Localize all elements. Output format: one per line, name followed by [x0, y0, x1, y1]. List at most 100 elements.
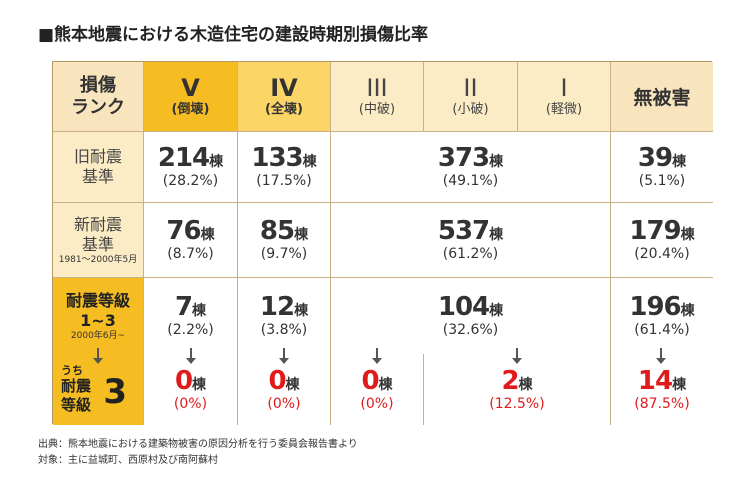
rank-header-line1: 損傷	[80, 74, 116, 96]
row-old-standard-label: 旧耐震 基準	[53, 132, 144, 203]
rank-iii-sub: (中破)	[358, 102, 396, 117]
count-unit: 棟	[302, 154, 317, 170]
rank-ii-sub: (小破)	[452, 102, 489, 117]
old-standard-mid-cell: 373棟 (49.1%)	[331, 132, 611, 203]
count-unit: 棟	[294, 303, 309, 319]
count-value: 537	[437, 216, 490, 246]
count-unit: 棟	[489, 154, 504, 170]
percent-value: (32.6%)	[442, 322, 499, 338]
subset-label-line1: 耐震	[61, 377, 92, 395]
arrow-down-icon	[511, 348, 523, 364]
subset-grade-number: 3	[103, 372, 127, 412]
row-label-line1: 旧耐震	[73, 147, 122, 166]
count-unit: 棟	[672, 154, 687, 170]
count-value: 373	[437, 143, 490, 173]
new-standard-none-cell: 179棟 (20.4%)	[611, 203, 713, 278]
percent-value: (0%)	[173, 395, 208, 412]
count-value: 76	[166, 216, 201, 246]
arrow-down-icon	[371, 348, 383, 364]
count-value: 0	[268, 365, 286, 396]
target-note: 対象：主に益城町、西原村及び南阿蘇村	[38, 455, 218, 466]
rank-i-label: I	[560, 74, 568, 102]
count-unit: 棟	[200, 227, 215, 243]
subset-v-cell: 0棟 (0%)	[144, 354, 238, 425]
count-unit: 棟	[192, 303, 207, 319]
old-standard-iv-cell: 133棟 (17.5%)	[238, 132, 331, 203]
subset-grade3-label: うち 耐震 等級 3	[53, 354, 144, 425]
row-label-line2: 1~3	[80, 310, 116, 330]
grade-v-cell: 7棟 (2.2%)	[144, 278, 238, 354]
arrow-down-icon	[278, 348, 290, 364]
rank-i-header: I (軽微)	[518, 62, 611, 132]
count-value: 104	[437, 292, 490, 322]
count-value: 214	[157, 143, 210, 173]
rank-ii-label: II	[463, 74, 478, 102]
subset-iv-cell: 0棟 (0%)	[238, 354, 331, 425]
rank-iv-label: IV	[270, 74, 298, 102]
no-damage-header: 無被害	[611, 62, 713, 132]
no-damage-label: 無被害	[633, 87, 691, 109]
count-value: 179	[629, 216, 681, 246]
percent-value: (8.7%)	[167, 246, 214, 262]
percent-value: (9.7%)	[260, 246, 308, 262]
grade-mid-cell: 104棟 (32.6%)	[331, 278, 611, 354]
rank-header-line2: ランク	[71, 96, 125, 118]
old-standard-none-cell: 39棟 (5.1%)	[611, 132, 713, 203]
count-unit: 棟	[209, 154, 224, 170]
subset-label-line2: 等級	[61, 396, 92, 414]
row-label-line2: 基準	[81, 234, 114, 254]
count-value: 2	[501, 365, 519, 396]
damage-ratio-table: 損傷 ランク V (倒壊) IV (全壊) III (中破) II (小破) I…	[52, 61, 713, 425]
count-unit: 棟	[378, 376, 393, 393]
rank-v-label: V	[181, 74, 200, 102]
count-unit: 棟	[294, 227, 309, 243]
rank-ii-header: II (小破)	[424, 62, 518, 132]
subset-ii-i-cell: 2棟 (12.5%)	[424, 354, 611, 425]
count-value: 85	[259, 216, 295, 246]
percent-value: (61.4%)	[634, 322, 690, 338]
row-label-line1: 耐震等級	[65, 290, 130, 310]
count-value: 39	[637, 143, 673, 173]
new-standard-v-cell: 76棟 (8.7%)	[144, 203, 238, 278]
arrow-down-icon	[655, 348, 667, 364]
percent-value: (0%)	[267, 395, 301, 412]
row-label-line2: 基準	[81, 167, 114, 186]
count-unit: 棟	[672, 376, 687, 393]
rank-i-sub: (軽微)	[545, 102, 583, 117]
count-unit: 棟	[285, 376, 300, 393]
rank-iii-label: III	[366, 74, 388, 102]
grade-iv-cell: 12棟 (3.8%)	[238, 278, 331, 354]
count-unit: 棟	[489, 227, 504, 243]
count-value: 133	[251, 143, 303, 173]
count-value: 12	[259, 292, 295, 322]
rank-v-sub: (倒壊)	[171, 102, 210, 117]
rank-v-header: V (倒壊)	[144, 62, 238, 132]
arrow-down-icon	[92, 348, 104, 364]
percent-value: (0%)	[360, 395, 394, 412]
count-unit: 棟	[518, 376, 533, 393]
subset-iii-cell: 0棟 (0%)	[331, 354, 424, 425]
row-label-note: 1981〜2000年5月	[58, 254, 138, 265]
count-unit: 棟	[680, 303, 695, 319]
percent-value: (87.5%)	[634, 395, 690, 412]
rank-iii-header: III (中破)	[331, 62, 424, 132]
count-value: 196	[629, 292, 681, 322]
source-note: 出典：熊本地震における建築物被害の原因分析を行う委員会報告書より	[38, 439, 358, 450]
rank-iv-sub: (全壊)	[265, 102, 303, 117]
rank-header-cell: 損傷 ランク	[53, 62, 144, 132]
percent-value: (49.1%)	[442, 173, 499, 189]
percent-value: (3.8%)	[260, 322, 308, 338]
new-standard-mid-cell: 537棟 (61.2%)	[331, 203, 611, 278]
percent-value: (2.2%)	[167, 322, 214, 338]
subset-prefix: うち	[61, 364, 83, 377]
subset-label: 耐震 等級	[61, 377, 91, 415]
page-title: ■熊本地震における木造住宅の建設時期別損傷比率	[38, 25, 429, 45]
percent-value: (20.4%)	[634, 246, 690, 262]
percent-value: (61.2%)	[442, 246, 499, 262]
rank-iv-header: IV (全壊)	[238, 62, 331, 132]
row-new-standard-label: 新耐震 基準 1981〜2000年5月	[53, 203, 144, 278]
percent-value: (28.2%)	[162, 173, 219, 189]
count-unit: 棟	[680, 227, 695, 243]
count-value: 7	[174, 292, 193, 322]
row-label-note: 2000年6月~	[70, 330, 126, 341]
